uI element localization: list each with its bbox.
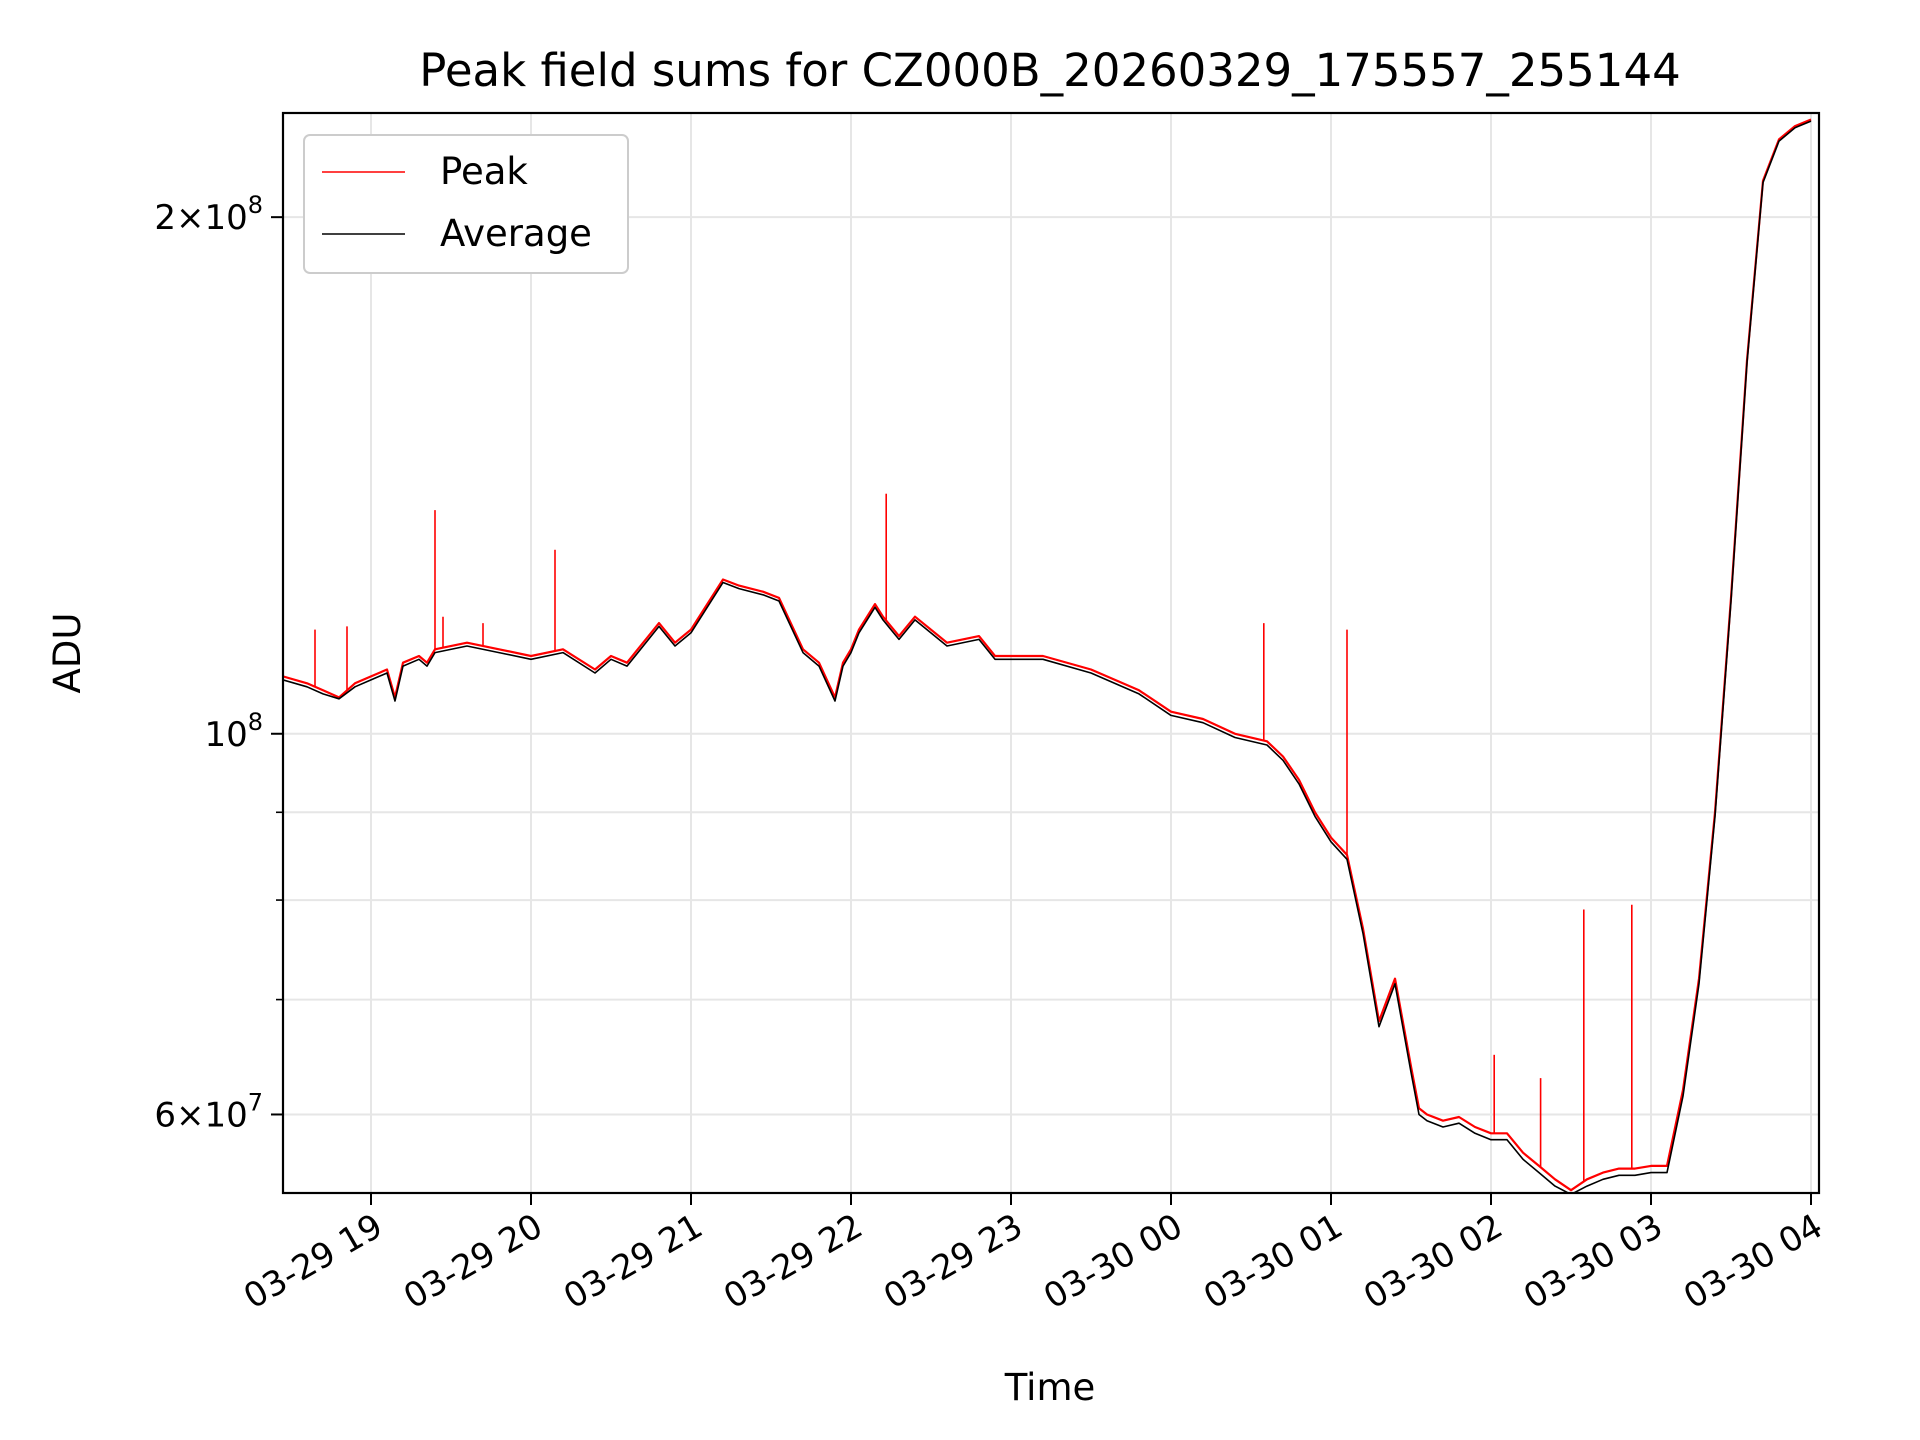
y-tick-label: 108 <box>204 708 263 755</box>
legend: Peak Average <box>303 134 629 274</box>
legend-label-average: Average <box>440 212 592 255</box>
y-axis-title: ADU <box>46 613 89 694</box>
plot-series <box>283 118 1812 1193</box>
y-tick-base: 2×10 <box>154 198 247 238</box>
y-tick-label: 2×108 <box>154 191 263 238</box>
y-tick-base: 6×10 <box>154 1095 247 1135</box>
y-tick-exponent: 7 <box>248 1088 263 1116</box>
chart-title: Peak field sums for CZ000B_20260329_1755… <box>419 44 1680 97</box>
series-line-average <box>283 120 1812 1193</box>
y-tick-exponent: 8 <box>248 191 263 219</box>
series-line-peak <box>283 118 1812 1192</box>
y-tick-base: 10 <box>204 715 247 755</box>
plot-frame <box>281 111 1821 1195</box>
x-axis-title: Time <box>1004 1366 1096 1409</box>
y-tick-exponent: 8 <box>248 708 263 736</box>
legend-box <box>303 134 629 274</box>
legend-label-peak: Peak <box>440 150 528 193</box>
y-tick-label: 6×107 <box>154 1088 263 1135</box>
grid-lines <box>283 113 1819 1193</box>
